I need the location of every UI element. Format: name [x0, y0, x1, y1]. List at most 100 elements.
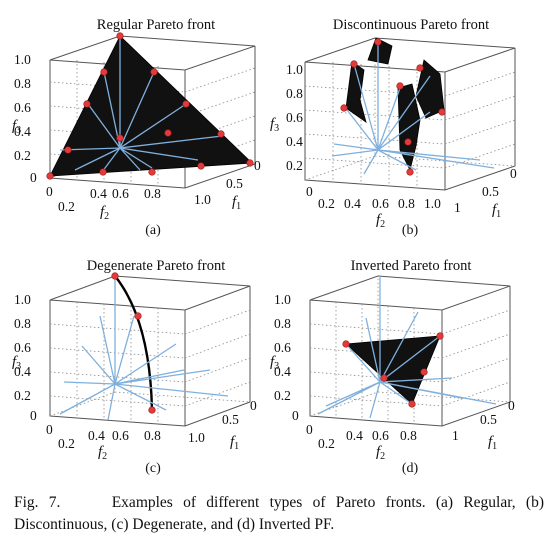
caption-text: Examples of different types of Pareto fr…	[14, 494, 544, 533]
svg-text:0.8: 0.8	[286, 86, 303, 101]
svg-text:0.6: 0.6	[372, 196, 389, 211]
weight-vectors	[59, 276, 229, 421]
f1-ticks: 1.0 0.5 0	[188, 398, 257, 445]
f1-ticks: 1.0 0.5 0	[194, 158, 261, 207]
f3-axis-label: f3	[12, 354, 21, 372]
panel-label: (a)	[145, 223, 161, 238]
svg-text:0: 0	[30, 408, 37, 423]
svg-text:0.4: 0.4	[286, 134, 303, 149]
svg-text:0: 0	[306, 422, 313, 437]
svg-text:0.5: 0.5	[222, 412, 239, 427]
svg-text:1.0: 1.0	[14, 292, 31, 307]
svg-text:1: 1	[452, 428, 459, 443]
f1-ticks: 1 0.5 0	[452, 398, 515, 443]
reference-points	[111, 272, 156, 414]
f3-ticks: 1.0 0.8 0.6 0.4 0.2	[286, 62, 303, 173]
svg-text:0.2: 0.2	[14, 148, 31, 163]
svg-text:0: 0	[292, 408, 299, 423]
weight-vectors	[59, 36, 223, 173]
panel-label: (b)	[402, 223, 419, 238]
svg-text:0.8: 0.8	[144, 186, 161, 201]
weight-vectors	[317, 276, 497, 419]
svg-text:0.2: 0.2	[318, 196, 335, 211]
panel-label: (d)	[402, 461, 419, 476]
panel-title: Inverted Pareto front	[351, 258, 472, 274]
svg-text:0.8: 0.8	[14, 316, 31, 331]
svg-text:1.0: 1.0	[188, 430, 205, 445]
f1-ticks: 1 0.5 0	[454, 166, 517, 215]
svg-text:0: 0	[46, 422, 53, 437]
svg-text:1.0: 1.0	[194, 192, 211, 207]
f2-axis-label: f2	[376, 444, 385, 462]
svg-text:1.0: 1.0	[424, 196, 441, 211]
svg-text:0.6: 0.6	[112, 186, 129, 201]
f1-axis-label: f1	[488, 434, 497, 452]
panel-b: Discontinuous Pareto front 1.0 0.8 0.6 0…	[270, 17, 517, 238]
svg-text:0: 0	[46, 184, 53, 199]
svg-text:0: 0	[306, 184, 313, 199]
f2-ticks: 0 0.2 0.4 0.6 0.8	[306, 422, 417, 451]
svg-text:0.5: 0.5	[482, 184, 499, 199]
pareto-front-patches	[345, 37, 445, 172]
svg-text:0.2: 0.2	[14, 388, 31, 403]
f2-ticks: 0 0.2 0.4 0.6 0.8	[46, 422, 161, 451]
svg-text:0.8: 0.8	[274, 316, 291, 331]
f2-ticks: 0 0.2 0.4 0.6 0.8 1.0	[306, 184, 441, 211]
svg-text:0.4: 0.4	[344, 196, 361, 211]
panel-c: Degenerate Pareto front 1.0 0.8 0.6 0.4 …	[12, 258, 257, 476]
f3-ticks: 1.0 0.8 0.6 0.4 0.2 0	[274, 292, 299, 423]
f2-axis-label: f2	[100, 204, 109, 222]
panel-label: (c)	[145, 461, 161, 476]
svg-text:0.6: 0.6	[14, 340, 31, 355]
f3-axis-label: f3	[12, 118, 21, 136]
svg-text:1.0: 1.0	[286, 62, 303, 77]
f1-axis-label: f1	[232, 194, 241, 212]
svg-text:0.2: 0.2	[318, 436, 335, 451]
panel-title: Degenerate Pareto front	[87, 258, 226, 274]
svg-text:0.4: 0.4	[14, 124, 31, 139]
svg-text:0.6: 0.6	[274, 340, 291, 355]
svg-text:0: 0	[30, 170, 37, 185]
svg-text:0.2: 0.2	[58, 199, 75, 214]
f3-ticks: 1.0 0.8 0.6 0.4 0.2 0	[14, 52, 37, 185]
pareto-figure: Regular Pareto front 1.0 0.8 0.6 0.4 0.2…	[12, 17, 517, 476]
svg-text:0.5: 0.5	[226, 176, 243, 191]
svg-text:0.4: 0.4	[90, 186, 107, 201]
svg-text:0.8: 0.8	[14, 76, 31, 91]
svg-text:0.4: 0.4	[14, 364, 31, 379]
svg-text:0.6: 0.6	[372, 428, 389, 443]
svg-text:0.4: 0.4	[274, 364, 291, 379]
svg-text:0.2: 0.2	[58, 436, 75, 451]
f1-axis-label: f1	[492, 202, 501, 220]
svg-text:1: 1	[454, 200, 461, 215]
svg-text:0.4: 0.4	[88, 428, 105, 443]
f2-axis-label: f2	[98, 444, 107, 462]
svg-text:0.5: 0.5	[480, 412, 497, 427]
svg-text:0: 0	[254, 158, 261, 173]
svg-text:0.2: 0.2	[286, 158, 303, 173]
caption-label: Fig. 7.	[14, 494, 61, 511]
svg-text:0: 0	[508, 398, 515, 413]
panel-d: Inverted Pareto front 1.0 0.8 0.6 0.4 0.…	[270, 258, 515, 476]
svg-text:0.8: 0.8	[400, 428, 417, 443]
svg-text:0.8: 0.8	[398, 196, 415, 211]
f2-axis-label: f2	[376, 212, 385, 230]
f3-ticks: 1.0 0.8 0.6 0.4 0.2 0	[14, 292, 37, 423]
svg-text:0: 0	[250, 398, 257, 413]
reference-points	[342, 332, 444, 408]
f3-axis-label: f3	[270, 116, 279, 134]
svg-text:0.4: 0.4	[346, 428, 363, 443]
svg-text:0.6: 0.6	[112, 428, 129, 443]
panel-title: Regular Pareto front	[97, 17, 215, 33]
panel-a: Regular Pareto front 1.0 0.8 0.6 0.4 0.2…	[12, 17, 261, 238]
figure-caption: Fig. 7. Examples of different types of P…	[14, 492, 544, 536]
f1-axis-label: f1	[230, 434, 239, 452]
reference-points	[340, 38, 446, 176]
svg-text:0.8: 0.8	[144, 428, 161, 443]
f2-ticks: 0 0.2 0.4 0.6 0.8	[46, 184, 161, 214]
svg-text:0.6: 0.6	[14, 100, 31, 115]
panel-title: Discontinuous Pareto front	[333, 17, 489, 33]
svg-text:1.0: 1.0	[274, 292, 291, 307]
svg-text:1.0: 1.0	[14, 52, 31, 67]
f3-axis-label: f3	[270, 354, 279, 372]
